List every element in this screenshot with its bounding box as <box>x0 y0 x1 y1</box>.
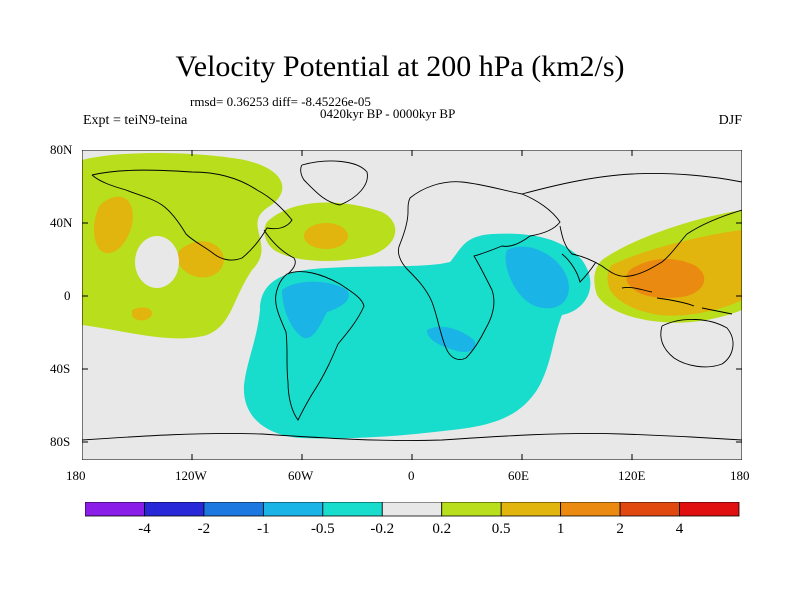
colorbar-label: 1 <box>556 521 565 537</box>
lon-tick-120w: 120W <box>175 468 207 483</box>
colorbar-box <box>560 502 621 517</box>
colorbar-label: -4 <box>138 521 151 537</box>
lat-tick-40n: 40N <box>50 215 73 230</box>
colorbar-label: 0.2 <box>432 521 452 537</box>
colorbar-label: -2 <box>197 521 211 537</box>
field-pacific-moderate-3 <box>132 307 153 321</box>
colorbar-label: 0.5 <box>491 521 511 537</box>
colorbar-label: -0.2 <box>370 521 395 537</box>
map-panel <box>82 150 742 460</box>
field-atlantic-moderate <box>304 223 348 249</box>
lon-tick-0: 0 <box>408 468 415 483</box>
colorbar-label: 4 <box>675 521 684 537</box>
colorbar-box <box>619 502 680 517</box>
lat-tick-80n: 80N <box>50 142 73 157</box>
lon-tick-180-east: 180 <box>730 468 750 483</box>
colorbar-box <box>85 502 145 517</box>
colorbar-label: -1 <box>257 521 270 537</box>
period-label: 0420kyr BP - 0000kyr BP <box>320 106 456 121</box>
colorbar-box <box>203 502 264 517</box>
experiment-label: Expt = teiN9-teina <box>83 113 188 128</box>
stats-line: rmsd= 0.36253 diff= -8.45226e-05 <box>190 94 371 109</box>
map-ticks <box>82 150 742 460</box>
colorbar-box <box>262 502 324 517</box>
season-label: DJF <box>718 113 742 128</box>
chart-title: Velocity Potential at 200 hPa (km2/s) <box>175 50 625 83</box>
lat-tick-40s: 40S <box>50 361 71 376</box>
lat-tick-0: 0 <box>64 288 71 303</box>
field-indian-low <box>505 246 569 309</box>
lon-tick-60e: 60E <box>508 468 529 483</box>
field-pacific-positive <box>82 153 283 339</box>
lon-tick-120e: 120E <box>618 468 646 483</box>
coastlines <box>82 160 742 441</box>
contour-fields <box>82 153 742 439</box>
field-pacific-moderate <box>94 196 133 254</box>
field-pacific-moderate-2 <box>177 241 224 278</box>
colorbar-box <box>500 502 562 517</box>
colorbar-box <box>679 502 740 517</box>
colorbar-label: 2 <box>616 521 624 537</box>
field-pacific-neutral-hole <box>135 236 179 288</box>
colorbar-box <box>144 502 205 517</box>
colorbar-box <box>441 502 502 517</box>
colorbar-label: -0.5 <box>310 521 335 537</box>
colorbar <box>85 502 740 517</box>
colorbar-box <box>322 502 383 517</box>
lat-tick-80s: 80S <box>50 434 71 449</box>
lon-tick-60w: 60W <box>288 468 314 483</box>
field-wpacific-strong <box>626 258 705 298</box>
field-africa-low <box>427 326 476 352</box>
field-samerica-low <box>282 281 349 339</box>
colorbar-box <box>381 502 443 517</box>
lon-tick-180-west: 180 <box>66 468 86 483</box>
